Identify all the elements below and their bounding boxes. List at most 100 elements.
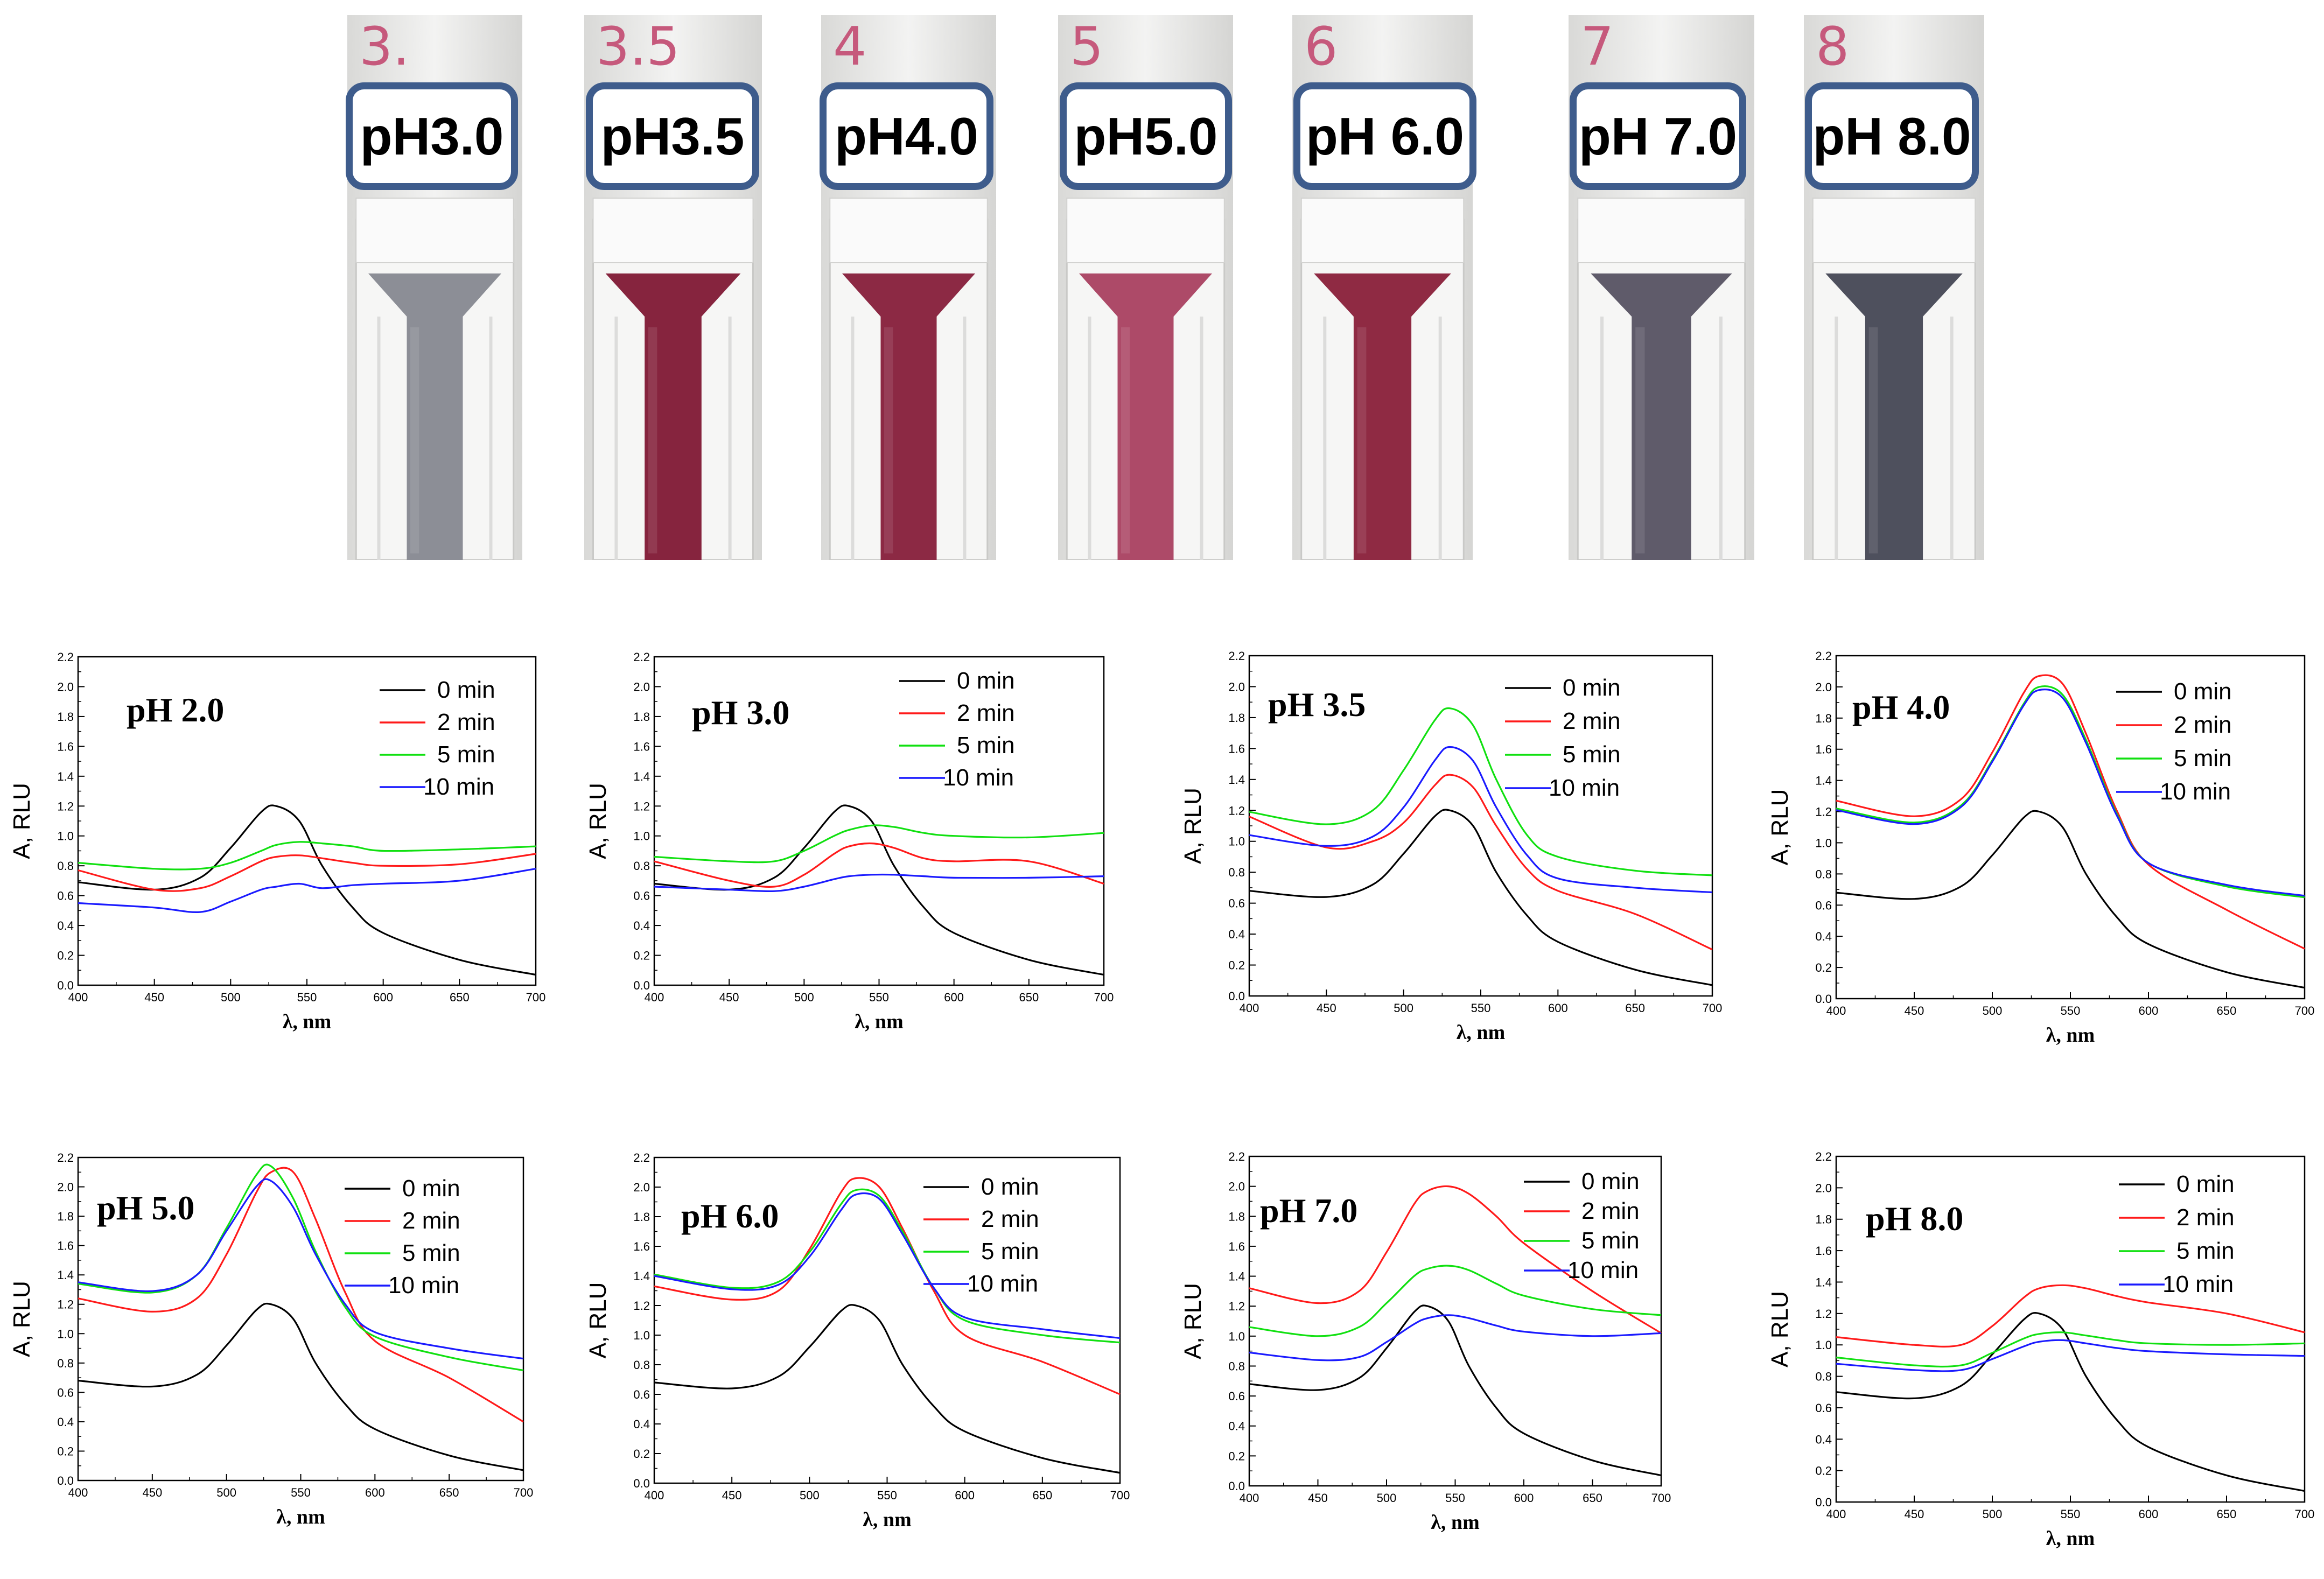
chart-title: pH 2.0	[127, 691, 224, 729]
x-tick-label: 500	[1394, 1001, 1413, 1015]
legend-label: 2 min	[2176, 1204, 2235, 1231]
series-line	[1836, 1339, 2305, 1372]
cuvette-liquid	[1591, 273, 1732, 560]
y-tick-label: 0.8	[57, 1357, 74, 1370]
y-tick-label: 0.8	[57, 859, 74, 873]
x-axis-label: λ, nm	[1431, 1511, 1479, 1534]
chart-title: pH 6.0	[681, 1197, 779, 1235]
cuvette-photo: 6	[1292, 15, 1473, 560]
legend-label: 5 min	[1581, 1227, 1640, 1254]
y-tick-label: 2.0	[1815, 1181, 1832, 1195]
chart-title: pH 3.5	[1268, 685, 1366, 724]
y-tick-label: 0.8	[633, 859, 650, 873]
y-tick-label: 0.2	[1815, 961, 1832, 974]
cuvette-handwritten-mark: 8	[1816, 16, 1850, 78]
y-tick-label: 0.2	[1815, 1464, 1832, 1478]
x-tick-label: 600	[2139, 1004, 2159, 1017]
x-axis-label: λ, nm	[855, 1010, 903, 1033]
x-tick-label: 600	[2139, 1507, 2159, 1521]
x-tick-label: 400	[68, 1486, 88, 1499]
x-tick-label: 500	[1983, 1004, 2003, 1017]
x-axis-label: λ, nm	[863, 1508, 911, 1531]
x-tick-label: 400	[68, 991, 88, 1004]
y-tick-label: 1.0	[57, 1327, 74, 1341]
y-tick-label: 0.2	[57, 949, 74, 963]
y-tick-label: 0.4	[1815, 930, 1832, 943]
series-line	[78, 853, 536, 892]
x-tick-label: 450	[1905, 1507, 1924, 1521]
x-tick-label: 600	[1548, 1001, 1568, 1015]
legend-label: 0 min	[2174, 678, 2232, 705]
series-line	[1249, 746, 1713, 894]
y-tick-label: 1.0	[633, 830, 650, 843]
x-tick-label: 450	[1905, 1004, 1924, 1017]
y-tick-label: 0.4	[1228, 928, 1245, 941]
y-axis-label: A, RLU	[1767, 1291, 1793, 1367]
legend-label: 0 min	[402, 1175, 460, 1202]
x-tick-label: 450	[142, 1486, 162, 1499]
x-axis-label: λ, nm	[2046, 1024, 2095, 1047]
cuvette-liquid	[842, 273, 975, 560]
cuvette-liquid	[1825, 273, 1963, 560]
series-line	[1836, 689, 2305, 897]
x-tick-label: 550	[1471, 1001, 1491, 1015]
legend-label: 2 min	[957, 700, 1015, 726]
y-tick-label: 1.0	[1228, 835, 1245, 848]
y-tick-label: 2.0	[633, 1181, 650, 1194]
y-tick-label: 0.6	[57, 1386, 74, 1399]
y-tick-label: 1.0	[1815, 836, 1832, 850]
legend-label: 10 min	[388, 1272, 459, 1299]
cuvette-drawing	[1292, 15, 1473, 560]
y-tick-label: 1.8	[633, 1210, 650, 1224]
y-tick-label: 0.6	[57, 889, 74, 903]
y-tick-label: 1.8	[1228, 1210, 1245, 1223]
legend-label: 2 min	[1563, 708, 1621, 734]
y-tick-label: 2.0	[633, 680, 650, 693]
y-axis-label: A, RLU	[9, 783, 35, 859]
legend-label: 2 min	[1581, 1198, 1640, 1224]
legend-label: 5 min	[957, 732, 1015, 759]
series-line	[654, 1192, 1121, 1339]
x-tick-label: 700	[526, 991, 546, 1004]
series-line	[654, 824, 1104, 864]
x-tick-label: 700	[1110, 1489, 1130, 1502]
cuvette-ph-label: pH5.0	[1060, 82, 1232, 190]
legend-label: 2 min	[2174, 712, 2232, 738]
series-line	[1836, 1331, 2305, 1368]
x-tick-label: 650	[1583, 1491, 1602, 1505]
cuvette-ph-label: pH 6.0	[1293, 82, 1476, 190]
x-tick-label: 650	[2217, 1507, 2237, 1521]
series-line	[654, 1177, 1121, 1395]
y-tick-label: 0.4	[633, 919, 650, 932]
x-tick-label: 700	[514, 1486, 534, 1499]
cuvette-ph-label: pH3.5	[586, 82, 759, 190]
x-tick-label: 550	[877, 1489, 897, 1502]
cuvette-ph-label: pH3.0	[346, 82, 518, 190]
y-tick-label: 1.4	[57, 770, 74, 783]
y-tick-label: 1.2	[57, 1298, 74, 1311]
y-tick-label: 2.0	[1815, 680, 1832, 694]
y-tick-label: 1.8	[1815, 712, 1832, 725]
y-tick-label: 1.2	[633, 1299, 650, 1313]
y-tick-label: 0.0	[1228, 1479, 1245, 1493]
y-tick-label: 0.0	[57, 1474, 74, 1487]
x-tick-label: 500	[1983, 1507, 2003, 1521]
series-line	[78, 841, 536, 871]
y-tick-label: 0.0	[57, 979, 74, 992]
x-tick-label: 550	[869, 991, 889, 1004]
x-tick-label: 550	[297, 991, 317, 1004]
x-tick-label: 400	[1240, 1491, 1259, 1505]
x-tick-label: 550	[2061, 1507, 2081, 1521]
y-tick-label: 0.6	[1228, 897, 1245, 910]
y-tick-label: 1.4	[1815, 774, 1832, 788]
y-tick-label: 1.8	[1228, 711, 1245, 725]
legend-label: 10 min	[423, 774, 494, 800]
x-tick-label: 400	[1240, 1001, 1259, 1015]
chart-title: pH 8.0	[1866, 1199, 1963, 1238]
